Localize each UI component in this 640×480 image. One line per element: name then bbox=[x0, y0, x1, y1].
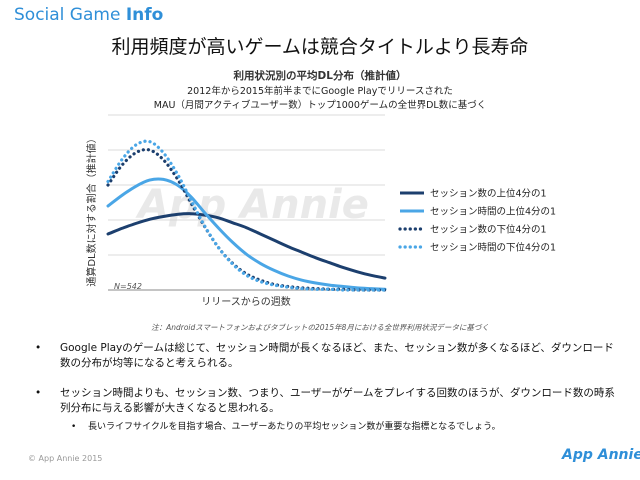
chart-subtitle-line-2: MAU（月間アクティブユーザー数）トップ1000ゲームの全世界DL数に基づく bbox=[153, 100, 487, 111]
bullet-2: • セッション時間よりも、セッション数、つまり、ユーザーがゲームをプレイする回数… bbox=[35, 386, 620, 416]
series-line-1 bbox=[106, 212, 387, 280]
series-line-2 bbox=[106, 177, 387, 291]
legend-label-2: セッション時間の上位4分の1 bbox=[430, 206, 556, 218]
series-line-3 bbox=[106, 147, 387, 292]
chart-legend: セッション数の上位4分の1 セッション時間の上位4分の1 セッション数の下位4分の1… bbox=[398, 188, 556, 254]
watermark: App Annie bbox=[135, 182, 369, 228]
page-title: 利用頻度が高いゲームは競合タイトルより長寿命 bbox=[111, 36, 529, 58]
copyright: © App Annie 2015 bbox=[28, 454, 103, 463]
brand-text: Social Game bbox=[14, 5, 121, 25]
bullet-text: 長いライフサイクルを目指す場合、ユーザーあたりの平均セッション数が重要な指標とな… bbox=[88, 422, 501, 432]
legend-label-3: セッション数の下位4分の1 bbox=[430, 224, 547, 236]
bullet-marker: • bbox=[35, 387, 42, 399]
app-annie-logo: App Annie bbox=[562, 447, 640, 463]
x-axis-label: リリースからの週数 bbox=[201, 295, 291, 308]
legend-label-1: セッション数の上位4分の1 bbox=[430, 188, 547, 200]
chart-series bbox=[106, 139, 387, 292]
brand-logo: Social Game Info bbox=[14, 5, 163, 25]
bullet-text: セッション時間よりも、セッション数、つまり、ユーザーがゲームをプレイする回数のほ… bbox=[60, 387, 615, 414]
bullet-text: Google Playのゲームは総じて、セッション時間が長くなるほど、また、セッ… bbox=[60, 342, 614, 369]
chart-title: 利用状況別の平均DL分布（推計値） bbox=[233, 70, 407, 82]
brand-text-bold: Info bbox=[125, 5, 164, 25]
bullet-marker: • bbox=[71, 422, 77, 432]
legend-label-4: セッション時間の下位4分の1 bbox=[430, 242, 556, 254]
bullet-marker: • bbox=[35, 342, 42, 354]
chart-footnote: 注：Androidスマートフォンおよびタブレットの2015年8月における全世界利… bbox=[151, 323, 489, 332]
y-axis-label: 通算DL数に対する割合（推計値） bbox=[85, 133, 98, 286]
chart-subtitle-line-1: 2012年から2015年前半までにGoogle Playでリリースされた bbox=[187, 86, 453, 97]
sample-size-annotation: N=542 bbox=[114, 282, 142, 291]
sub-bullet-1: • 長いライフサイクルを目指す場合、ユーザーあたりの平均セッション数が重要な指標… bbox=[71, 421, 608, 434]
bullet-1: • Google Playのゲームは総じて、セッション時間が長くなるほど、また、… bbox=[35, 341, 620, 371]
series-line-4 bbox=[106, 139, 387, 292]
